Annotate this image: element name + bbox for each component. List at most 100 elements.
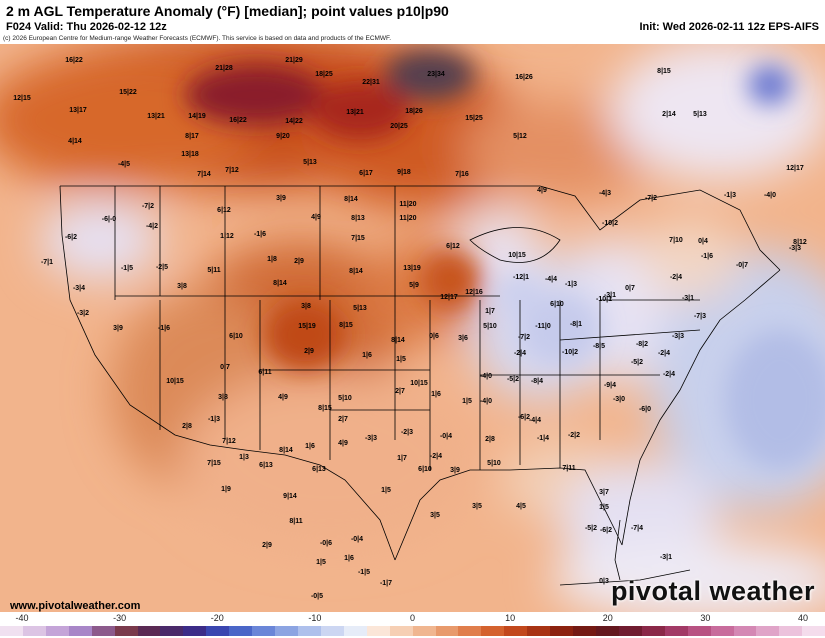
point-value-label: 5|10 [487,460,501,467]
point-value-label: 13|19 [403,265,421,272]
color-scale-cell [0,626,23,636]
point-value-label: 2|7 [395,388,405,395]
point-value-label: 3|9 [276,195,286,202]
color-scale-tick-label: -30 [113,613,127,623]
color-scale-cell [68,626,92,636]
map-title: 2 m AGL Temperature Anomaly (°F) [median… [6,3,449,19]
color-scale-cell [618,626,642,636]
point-value-label: 3|6 [458,335,468,342]
color-scale-tick-label: -40 [15,613,29,623]
point-value-label: 5|13 [353,305,367,312]
point-value-label: 3|9 [450,467,460,474]
point-value-label: 3|5 [430,512,440,519]
point-value-label: 4|9 [537,187,547,194]
point-value-label: -1|3 [208,416,220,423]
point-value-label: 15|19 [298,323,316,330]
point-value-label: 3|5 [472,503,482,510]
point-value-label: 1|5 [381,487,391,494]
point-value-label: 1|7 [485,308,495,315]
point-value-label: -2|3 [401,429,413,436]
point-value-label: 14|19 [188,113,206,120]
point-value-label: 7|11 [562,465,575,472]
point-value-label: 5|12 [513,133,527,140]
point-value-label: -6|2 [600,527,612,534]
color-scale-cell [343,626,367,636]
point-value-label: 2|9 [294,258,304,265]
point-value-label: 4|9 [338,440,348,447]
point-value-label: 6|10 [418,466,432,473]
point-value-label: 13|17 [69,107,87,114]
color-scale-cell [550,626,574,636]
point-value-label: -4|0 [764,192,776,199]
website-url: www.pivotalweather.com [10,600,141,612]
point-value-label: 2|8 [182,423,192,430]
color-scale-cell [206,626,230,636]
point-value-label: 0|4 [698,238,708,245]
color-scale-cell [527,626,551,636]
point-value-label: 0|3 [599,578,609,585]
point-value-label: 7|15 [351,235,365,242]
point-value-label: -0|4 [440,433,452,440]
point-value-label: -1|3 [724,192,736,199]
point-value-label: 1|6 [362,352,372,359]
point-value-label: -1|6 [254,231,266,238]
color-scale-tick-label: -20 [210,613,224,623]
point-value-label: 7|12 [225,167,239,174]
point-value-label: -2|4 [670,274,682,281]
point-value-label: 0|7 [220,364,230,371]
point-value-label: -2|5 [156,264,168,271]
point-value-label: -8|4 [531,378,543,385]
point-value-label: 16|26 [515,74,533,81]
point-value-label: 7|14 [197,171,211,178]
color-scale-tick-label: -10 [308,613,322,623]
point-value-label: 8|13 [351,215,365,222]
point-value-label: 12|17 [786,165,804,172]
point-value-label: 6|10 [229,333,243,340]
point-value-label: -0|6 [320,540,332,547]
point-value-label: -6|-0 [102,216,117,223]
color-scale-cell [710,626,734,636]
color-scale-bar [0,626,825,636]
point-value-label: -3|2 [77,310,89,317]
point-value-label: 4|14 [68,138,82,145]
point-value-label: 3|8 [177,283,187,290]
great-lakes-outline [469,227,561,263]
point-value-label: 10|15 [166,378,184,385]
point-value-label: 16|22 [229,117,247,124]
point-value-label: 1|7 [397,455,407,462]
point-value-label: -2|4 [430,453,442,460]
point-value-label: -6|2 [518,414,530,421]
point-value-label: -4|5 [118,161,130,168]
point-value-label: 7|15 [207,460,221,467]
point-value-label: 11|20 [399,201,416,208]
color-scale-cell [435,626,459,636]
point-value-label: -3|3 [672,333,684,340]
point-value-label: 18|26 [405,108,423,115]
point-value-label: -5|2 [507,376,519,383]
point-value-label: 14|22 [285,118,303,125]
point-value-label: -1|6 [158,325,170,332]
point-value-label: 4|5 [516,503,526,510]
color-scale-cell [779,626,803,636]
color-scale-cell [733,626,757,636]
point-value-label: 1|3 [239,454,249,461]
point-value-label: 6|17 [359,170,373,177]
point-value-label: -4|4 [545,276,557,283]
canada-border-line [60,185,781,271]
point-value-label: -3|0 [613,396,625,403]
point-value-label: 5|11 [207,267,220,274]
point-value-label: 1|8 [267,256,277,263]
color-scale-cell [91,626,115,636]
color-scale-cell [573,626,596,636]
point-value-label: 4|9 [278,394,288,401]
point-value-label: 7|16 [455,171,469,178]
point-value-label: 13|18 [181,151,199,158]
color-scale-cell [114,626,138,636]
point-value-label: -7|2 [142,203,154,210]
color-scale-cell [481,626,505,636]
east-coast-line [621,269,781,546]
gulf-coast-line [394,467,623,561]
boundaries [59,185,781,586]
point-value-label: -10|1 [596,296,612,303]
